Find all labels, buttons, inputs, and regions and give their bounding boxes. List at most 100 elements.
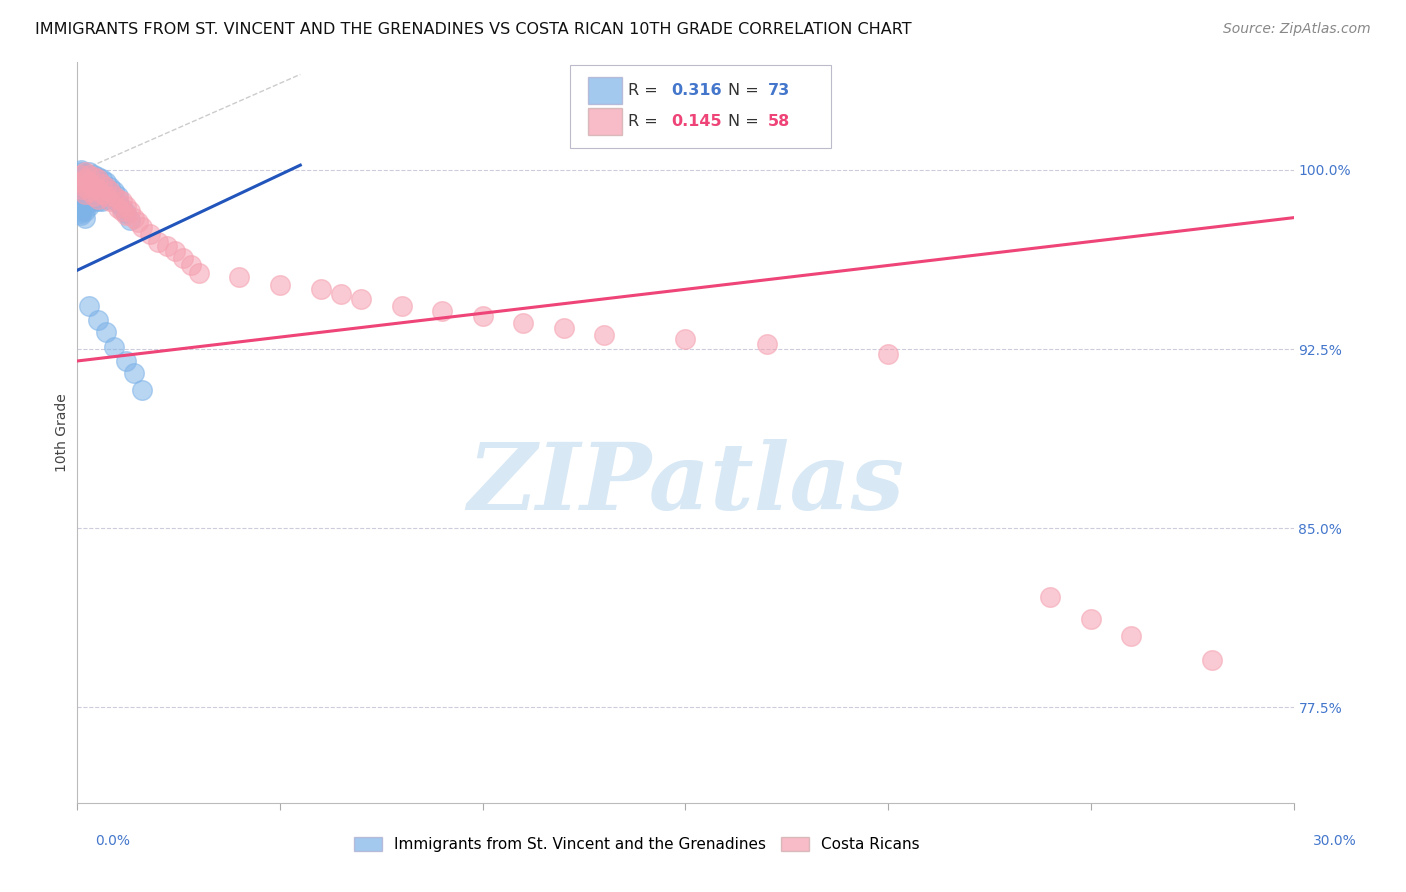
Point	[75, 165, 97, 179]
Point	[75, 199, 97, 213]
Point	[103, 185, 125, 199]
Y-axis label: 10th Grade: 10th Grade	[55, 393, 69, 472]
Point	[188, 266, 211, 280]
Point	[79, 165, 101, 179]
Point	[107, 196, 129, 211]
FancyBboxPatch shape	[588, 78, 623, 103]
Text: 30.0%: 30.0%	[1313, 834, 1357, 848]
Point	[75, 203, 97, 218]
Point	[75, 172, 97, 186]
Point	[70, 168, 93, 182]
Point	[75, 170, 97, 185]
Point	[115, 354, 138, 368]
Point	[94, 326, 117, 340]
Point	[79, 170, 101, 185]
Point	[83, 170, 105, 185]
Point	[148, 235, 170, 249]
Point	[172, 252, 194, 266]
Point	[75, 175, 97, 189]
Point	[79, 194, 101, 208]
Point	[90, 186, 112, 201]
Point	[103, 340, 125, 354]
Point	[593, 327, 616, 342]
Text: R =: R =	[628, 114, 664, 129]
Point	[70, 179, 93, 194]
Text: 73: 73	[768, 83, 790, 98]
Point	[131, 383, 153, 397]
Point	[70, 194, 93, 208]
Text: 58: 58	[768, 114, 790, 129]
Point	[180, 259, 202, 273]
Point	[94, 192, 117, 206]
Point	[75, 185, 97, 199]
Point	[79, 199, 101, 213]
Point	[94, 179, 117, 194]
FancyBboxPatch shape	[588, 108, 623, 135]
Point	[86, 179, 108, 194]
Point	[83, 189, 105, 203]
Point	[90, 186, 112, 201]
Point	[83, 189, 105, 203]
Point	[309, 282, 332, 296]
Point	[1080, 612, 1102, 626]
Point	[90, 179, 112, 194]
FancyBboxPatch shape	[569, 64, 831, 147]
Point	[86, 192, 108, 206]
Text: N =: N =	[728, 83, 763, 98]
Point	[1201, 652, 1223, 666]
Point	[86, 170, 108, 185]
Point	[83, 179, 105, 194]
Point	[107, 192, 129, 206]
Point	[163, 244, 186, 259]
Text: 0.145: 0.145	[671, 114, 721, 129]
Point	[118, 213, 141, 227]
Point	[103, 192, 125, 206]
Point	[122, 366, 145, 380]
Point	[79, 185, 101, 199]
Point	[70, 170, 93, 185]
Point	[79, 185, 101, 199]
Point	[471, 309, 494, 323]
Point	[70, 206, 93, 220]
Point	[70, 208, 93, 222]
Point	[75, 189, 97, 203]
Text: IMMIGRANTS FROM ST. VINCENT AND THE GRENADINES VS COSTA RICAN 10TH GRADE CORRELA: IMMIGRANTS FROM ST. VINCENT AND THE GREN…	[35, 22, 911, 37]
Point	[103, 189, 125, 203]
Point	[86, 172, 108, 186]
Text: 0.316: 0.316	[671, 83, 721, 98]
Point	[70, 186, 93, 201]
Point	[83, 178, 105, 192]
Point	[70, 178, 93, 192]
Point	[1121, 629, 1143, 643]
Point	[79, 175, 101, 189]
Point	[70, 201, 93, 215]
Point	[877, 347, 900, 361]
Point	[98, 185, 121, 199]
Point	[70, 192, 93, 206]
Point	[70, 165, 93, 179]
Point	[107, 201, 129, 215]
Point	[675, 333, 697, 347]
Point	[79, 168, 101, 182]
Point	[83, 182, 105, 196]
Point	[118, 203, 141, 218]
Point	[83, 168, 105, 182]
Point	[115, 199, 138, 213]
Point	[70, 189, 93, 203]
Point	[70, 172, 93, 186]
Point	[75, 168, 97, 182]
Point	[70, 162, 93, 177]
Point	[94, 182, 117, 196]
Text: Source: ZipAtlas.com: Source: ZipAtlas.com	[1223, 22, 1371, 37]
Point	[79, 189, 101, 203]
Point	[70, 182, 93, 196]
Point	[430, 303, 453, 318]
Point	[79, 299, 101, 313]
Text: R =: R =	[628, 83, 664, 98]
Point	[90, 172, 112, 186]
Point	[1039, 591, 1062, 605]
Point	[75, 211, 97, 225]
Legend: Immigrants from St. Vincent and the Grenadines, Costa Ricans: Immigrants from St. Vincent and the Gren…	[349, 830, 925, 858]
Point	[75, 179, 97, 194]
Point	[83, 194, 105, 208]
